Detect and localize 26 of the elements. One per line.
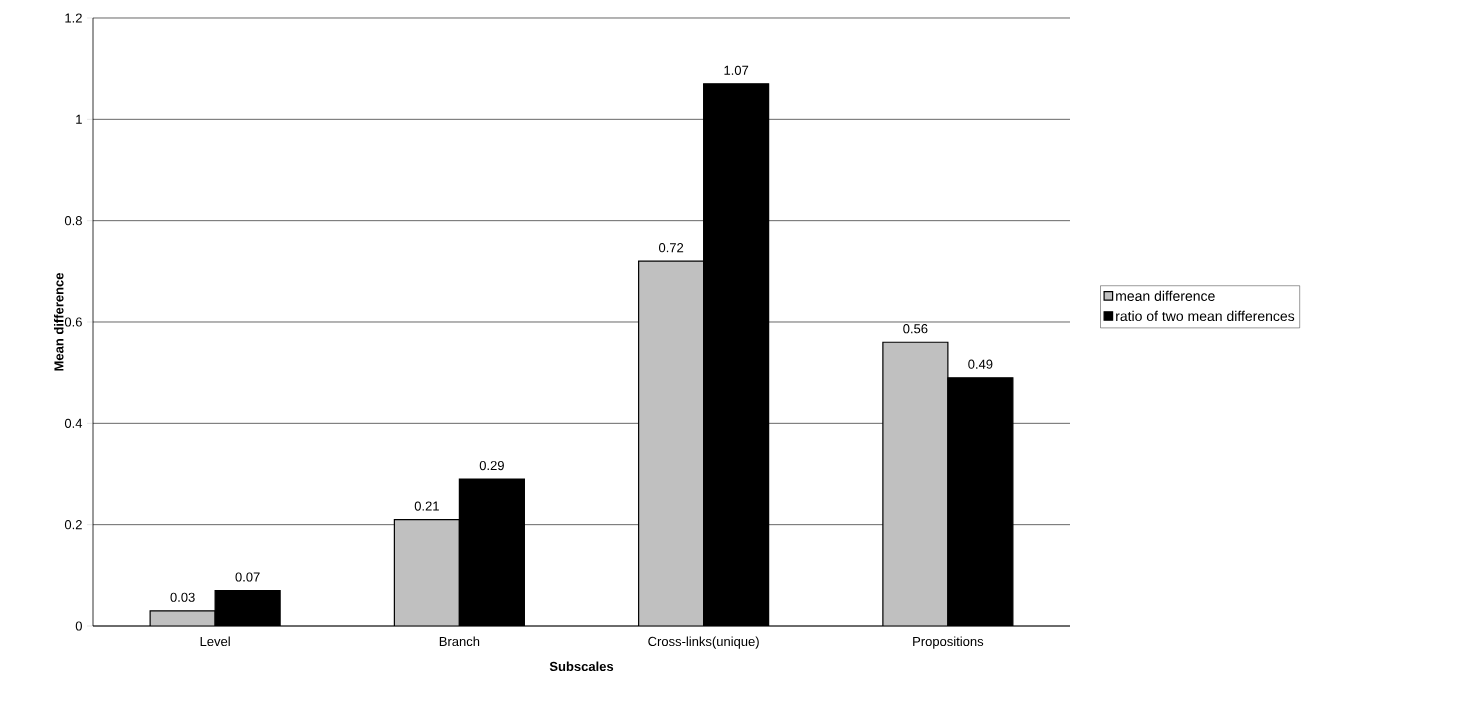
y-tick-label: 0.8	[64, 216, 82, 226]
x-tick-label: Branch	[439, 636, 480, 647]
y-tick-label: 0.4	[64, 418, 83, 428]
data-label: 0.21	[414, 501, 439, 511]
bar	[882, 341, 949, 626]
data-label: 0.49	[968, 359, 993, 369]
legend-label: ratio of two mean differences	[1116, 310, 1295, 322]
y-axis-title: Mean difference	[53, 272, 64, 371]
legend-label: mean difference	[1116, 290, 1215, 301]
data-label: 0.72	[658, 243, 684, 253]
data-label: 0.07	[235, 572, 260, 582]
data-label: 0.56	[903, 324, 928, 334]
data-label: 0.29	[479, 460, 504, 471]
y-tick-label: 1	[76, 114, 82, 124]
x-tick-label: Level	[200, 636, 230, 647]
data-label: 1.07	[724, 65, 749, 75]
y-tick-label: 1.2	[65, 13, 82, 23]
x-tick-label: Propositions	[913, 636, 984, 649]
data-label: 0.03	[170, 592, 195, 602]
x-tick-label: Cross-links(unique)	[648, 636, 759, 649]
bar	[638, 261, 704, 626]
y-tick-label: 0.2	[64, 520, 82, 530]
x-axis-title: Subscales	[549, 661, 614, 672]
y-tick-label: 0	[75, 621, 82, 631]
y-tick-label: 0.6	[64, 317, 82, 327]
bar	[394, 519, 460, 626]
